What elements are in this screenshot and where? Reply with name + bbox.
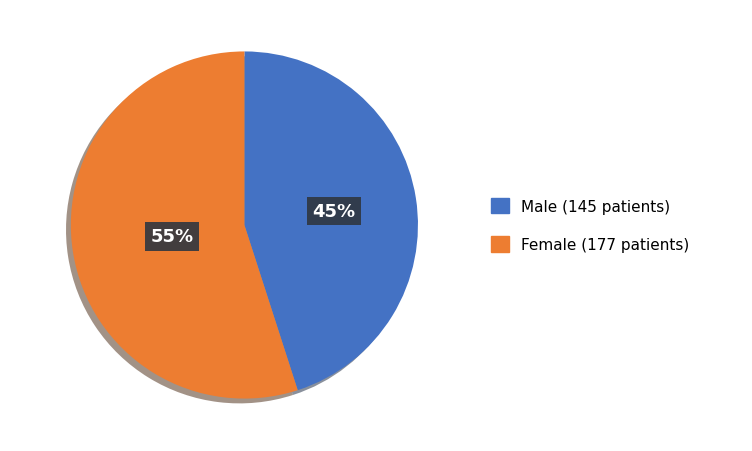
Text: 45%: 45% bbox=[312, 202, 355, 221]
Text: 55%: 55% bbox=[151, 228, 194, 246]
Wedge shape bbox=[71, 52, 298, 399]
Wedge shape bbox=[244, 52, 418, 390]
Legend: Male (145 patients), Female (177 patients): Male (145 patients), Female (177 patient… bbox=[491, 198, 690, 253]
